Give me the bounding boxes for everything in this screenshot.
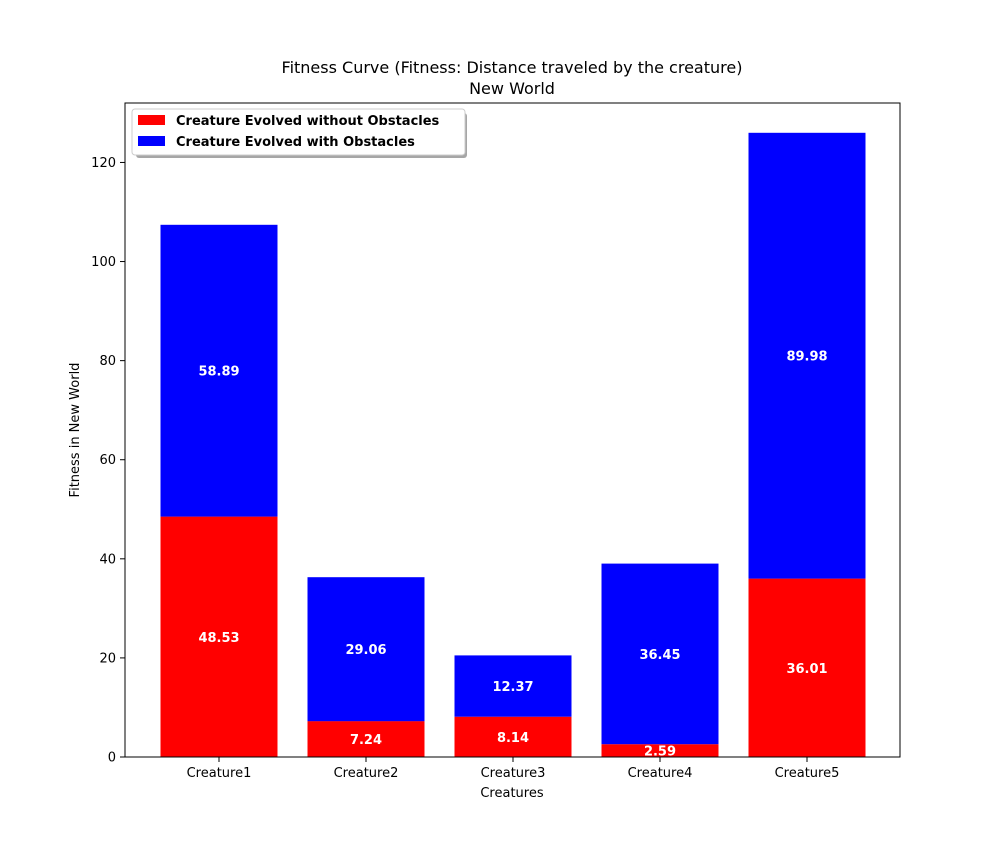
bar-value-label: 89.98 xyxy=(786,350,827,365)
x-axis: Creature1 Creature2 Creature3 Creature4 Crea… xyxy=(187,757,840,781)
chart-subtitle: New World xyxy=(469,79,555,98)
y-tick-label: 0 xyxy=(108,751,116,766)
y-tick-label: 40 xyxy=(99,552,116,567)
bar-creature3-series-1 xyxy=(454,716,572,757)
bar-creature5-series-2 xyxy=(748,132,866,579)
x-axis-label: Creatures xyxy=(480,786,543,801)
y-axis-label: Fitness in New World xyxy=(68,363,83,498)
y-tick-label: 20 xyxy=(99,651,116,666)
x-tick-label: Creature5 xyxy=(775,766,840,781)
bar-creature4-series-2 xyxy=(601,563,719,745)
bar-value-label: 7.24 xyxy=(350,733,382,748)
bar-value-label: 12.37 xyxy=(492,680,533,695)
bar-value-label: 58.89 xyxy=(198,365,239,380)
bar-labels-layer: 48.53 7.24 8.14 2.59 36.01 58.89 29.06 12.37 36.… xyxy=(198,350,827,760)
x-tick-label: Creature2 xyxy=(334,766,399,781)
legend-label-without-obstacles: Creature Evolved without Obstacles xyxy=(176,114,440,129)
x-tick-label: Creature4 xyxy=(628,766,693,781)
y-axis: 0 20 40 60 80 100 120 xyxy=(91,156,125,766)
x-tick-label: Creature3 xyxy=(481,766,546,781)
x-tick-label: Creature1 xyxy=(187,766,252,781)
y-tick-label: 100 xyxy=(91,255,116,270)
legend-swatch-with-obstacles xyxy=(138,136,165,146)
bar-creature1-series-2 xyxy=(160,224,278,517)
bar-creature3-series-2 xyxy=(454,655,572,717)
bar-value-label: 2.59 xyxy=(644,745,676,760)
bar-creature2-series-1 xyxy=(307,721,425,757)
bar-value-label: 36.01 xyxy=(786,662,827,677)
bar-creature5-series-1 xyxy=(748,578,866,757)
y-tick-label: 60 xyxy=(99,453,116,468)
bar-value-label: 8.14 xyxy=(497,731,529,746)
bar-value-label: 48.53 xyxy=(198,631,239,646)
bar-creature4-series-1 xyxy=(601,744,719,757)
bar-creature2-series-2 xyxy=(307,577,425,722)
legend-swatch-without-obstacles xyxy=(138,115,165,125)
bar-creature1-series-1 xyxy=(160,516,278,757)
y-tick-label: 80 xyxy=(99,354,116,369)
bars-layer xyxy=(160,132,866,757)
bar-value-label: 29.06 xyxy=(345,643,386,658)
legend-box xyxy=(131,108,466,156)
bar-value-label: 36.45 xyxy=(639,648,680,663)
legend-label-with-obstacles: Creature Evolved with Obstacles xyxy=(176,135,415,150)
chart-title: Fitness Curve (Fitness: Distance travele… xyxy=(282,58,743,77)
y-tick-label: 120 xyxy=(91,156,116,171)
legend: Creature Evolved without Obstacles Creat… xyxy=(131,108,467,158)
